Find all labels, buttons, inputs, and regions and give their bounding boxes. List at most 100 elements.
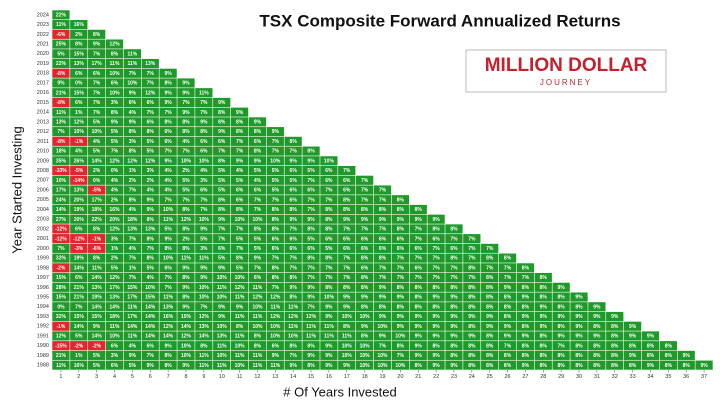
cell-label: 7% [325,188,333,194]
cell-label: 11% [306,334,316,340]
cell-label: 7% [522,275,530,281]
cell-label: 11% [56,110,66,116]
cell-label: 9% [540,324,548,330]
cell [52,39,70,49]
cell-label: 9% [432,353,440,359]
cell [302,214,320,224]
cell-label: 8% [218,110,226,116]
cell-label: 8% [111,110,119,116]
cell-label: 8% [558,324,566,330]
cell-label: 8% [290,139,298,145]
cell [248,331,267,341]
cell-label: 6% [272,246,280,252]
cell-label: 3% [147,168,155,174]
cell [105,360,124,370]
cell-label: 10% [199,295,210,301]
cell [70,156,88,166]
cell [230,311,249,322]
cell [498,341,517,351]
cell [88,311,106,322]
cell-label: 4% [182,139,190,145]
cell-label: 8% [432,304,440,310]
cell-label: 10% [163,207,174,213]
cell-label: 7% [361,227,369,233]
cell [141,302,159,312]
cell-label: 9% [182,304,190,310]
cell-label: 8% [182,246,190,252]
cell [177,331,195,341]
cell-label: 10% [199,285,210,291]
cell [105,204,124,215]
cell-label: 12% [235,285,246,291]
cell [141,360,159,370]
cell-label: 32% [56,256,67,262]
cell-label: 10% [235,343,246,349]
cell-label: 7% [361,178,369,184]
cell-label: 9% [540,304,548,310]
cell [481,292,499,302]
cell-label: 21% [56,90,67,96]
cell-label: 4% [129,343,137,349]
x-tick-label: 29 [558,374,564,380]
cell [248,273,267,283]
cell [284,224,302,234]
cell [588,341,606,351]
cell [159,165,177,176]
cell [88,253,106,263]
cell [88,204,106,215]
cell-label: 6% [361,246,369,252]
cell-label: 10% [217,295,228,301]
cell-label: 9% [415,334,423,340]
cell [70,311,88,322]
cell-label: 14% [145,334,156,340]
x-tick-label: 6 [149,374,152,380]
cell [391,292,409,302]
cell-label: 9% [415,314,423,320]
cell-label: 9% [379,217,387,223]
cell [70,204,88,215]
cell-label: 8% [415,295,423,301]
cell-label: 8% [540,275,548,281]
cell-label: -1% [74,139,83,145]
cell-label: 8% [558,295,566,301]
cell-label: 6% [343,236,351,242]
cell [70,224,88,234]
cell-label: 5% [93,120,101,126]
cell-label: 6% [397,236,405,242]
cell-label: 10% [395,363,406,369]
cell-label: 10% [217,275,228,281]
cell [391,282,409,292]
x-tick-label: 30 [576,374,582,380]
cell-label: 8% [147,217,155,223]
cell [481,321,499,331]
cell-label: 12% [270,295,281,301]
cell-label: -14% [73,178,85,184]
cell [230,117,249,127]
cell [141,263,159,273]
cell [230,214,249,224]
cell [123,127,142,137]
cell [177,302,195,312]
cell [123,321,142,331]
cell-label: 9% [432,324,440,330]
cell-label: -2% [92,343,101,349]
cell [88,165,106,176]
cell [266,282,284,292]
cell-label: 8% [486,304,494,310]
cell-label: 11% [253,285,263,291]
cell-label: 7% [343,256,351,262]
cell-label: 15% [92,314,103,320]
cell-label: 9% [165,90,173,96]
cell [445,302,463,312]
cell-label: 10% [235,363,246,369]
cell [159,68,177,78]
cell-label: 10% [110,71,121,77]
cell-label: 9% [165,158,173,164]
cell [498,253,517,263]
cell-label: 7% [415,236,423,242]
cell [284,360,302,370]
cell-label: 6% [147,120,155,126]
cell [623,350,642,360]
cell-label: 10% [235,217,246,223]
cell-label: 11% [110,324,120,330]
